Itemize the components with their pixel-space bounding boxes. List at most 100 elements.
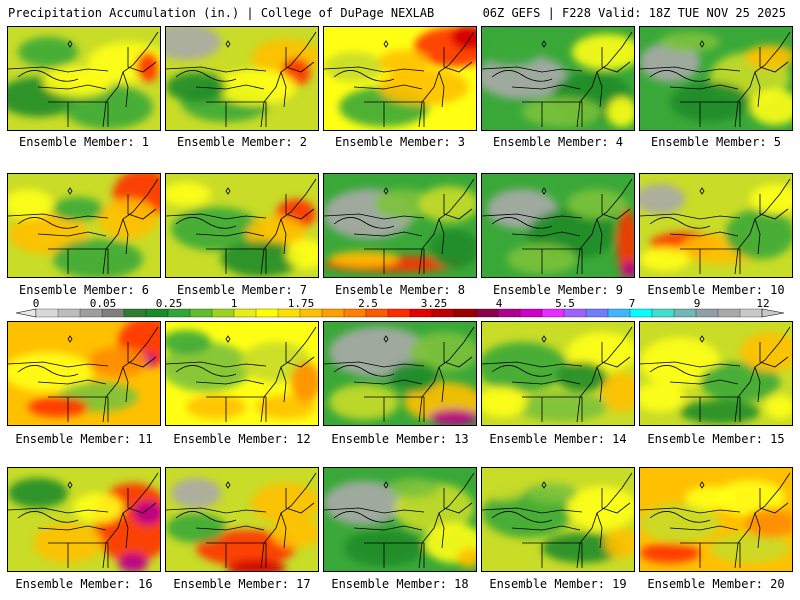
colorbar-tick-label: 1.75 <box>287 297 315 310</box>
colorbar-swatch <box>277 308 301 318</box>
colorbar-tick-label: 9 <box>693 297 701 310</box>
ensemble-map-2 <box>165 26 319 131</box>
precip-map-icon <box>482 174 634 277</box>
ensemble-member-label: Ensemble Member: 12 <box>173 432 311 446</box>
colorbar <box>15 308 785 318</box>
ensemble-member-label: Ensemble Member: 5 <box>650 135 782 149</box>
colorbar-swatch <box>211 308 235 318</box>
ensemble-member-label: Ensemble Member: 14 <box>489 432 627 446</box>
precip-map-icon <box>166 468 318 571</box>
ensemble-map-19 <box>481 467 635 572</box>
precip-map-icon <box>166 322 318 425</box>
ensemble-member-label: Ensemble Member: 3 <box>334 135 466 149</box>
colorbar-swatch <box>365 308 389 318</box>
ensemble-member-label: Ensemble Member: 17 <box>173 577 311 591</box>
colorbar-swatch <box>497 308 521 318</box>
colorbar-swatch <box>739 308 763 318</box>
colorbar-swatch <box>563 308 587 318</box>
ensemble-map-8 <box>323 173 477 278</box>
ensemble-member-label: Ensemble Member: 16 <box>15 577 153 591</box>
ensemble-map-10 <box>639 173 793 278</box>
ensemble-map-13 <box>323 321 477 426</box>
precip-map-icon <box>166 27 318 130</box>
ensemble-member-label: Ensemble Member: 8 <box>334 283 466 297</box>
ensemble-map-15 <box>639 321 793 426</box>
precip-map-icon <box>8 174 160 277</box>
colorbar-tick-label: 12 <box>756 297 770 310</box>
precip-map-icon <box>640 468 792 571</box>
precip-map-icon <box>324 174 476 277</box>
precip-map-icon <box>482 468 634 571</box>
colorbar-swatch <box>35 308 59 318</box>
ensemble-member-label: Ensemble Member: 7 <box>176 283 308 297</box>
precip-map-icon <box>324 27 476 130</box>
ensemble-map-12 <box>165 321 319 426</box>
colorbar-swatch <box>57 308 81 318</box>
ensemble-member-label: Ensemble Member: 15 <box>647 432 785 446</box>
ensemble-member-label: Ensemble Member: 10 <box>647 283 785 297</box>
colorbar-swatch <box>343 308 367 318</box>
ensemble-map-18 <box>323 467 477 572</box>
ensemble-member-label: Ensemble Member: 13 <box>331 432 469 446</box>
colorbar-swatch <box>101 308 125 318</box>
colorbar-swatch <box>673 308 697 318</box>
ensemble-map-14 <box>481 321 635 426</box>
precip-map-icon <box>324 468 476 571</box>
ensemble-member-label: Ensemble Member: 20 <box>647 577 785 591</box>
colorbar-swatch <box>475 308 499 318</box>
ensemble-map-3 <box>323 26 477 131</box>
precip-map-icon <box>8 27 160 130</box>
precip-map-icon <box>640 322 792 425</box>
colorbar-swatch <box>167 308 191 318</box>
ensemble-map-17 <box>165 467 319 572</box>
colorbar-swatch <box>123 308 147 318</box>
ensemble-member-label: Ensemble Member: 1 <box>18 135 150 149</box>
colorbar-tick-label: 7 <box>628 297 636 310</box>
colorbar-swatch <box>541 308 565 318</box>
colorbar-tick-label: 4 <box>495 297 503 310</box>
colorbar-swatch <box>431 308 455 318</box>
colorbar-swatch <box>321 308 345 318</box>
ensemble-map-11 <box>7 321 161 426</box>
colorbar-tick-label: 2.5 <box>358 297 378 310</box>
precip-map-icon <box>166 174 318 277</box>
precip-map-icon <box>8 322 160 425</box>
colorbar-swatch <box>717 308 741 318</box>
colorbar-swatch <box>79 308 103 318</box>
colorbar-swatch <box>299 308 323 318</box>
ensemble-member-label: Ensemble Member: 18 <box>331 577 469 591</box>
ensemble-member-label: Ensemble Member: 2 <box>176 135 308 149</box>
precip-map-icon <box>8 468 160 571</box>
colorbar-swatch <box>695 308 719 318</box>
colorbar-swatch <box>387 308 411 318</box>
precip-map-icon <box>482 322 634 425</box>
ensemble-map-16 <box>7 467 161 572</box>
colorbar-swatch <box>255 308 279 318</box>
ensemble-member-label: Ensemble Member: 19 <box>489 577 627 591</box>
colorbar-swatch <box>651 308 675 318</box>
ensemble-map-9 <box>481 173 635 278</box>
ensemble-map-4 <box>481 26 635 131</box>
colorbar-swatch <box>607 308 631 318</box>
colorbar-swatch <box>629 308 653 318</box>
ensemble-member-label: Ensemble Member: 9 <box>492 283 624 297</box>
colorbar-swatch <box>453 308 477 318</box>
precip-map-icon <box>640 27 792 130</box>
ensemble-member-label: Ensemble Member: 11 <box>15 432 153 446</box>
colorbar-tick-label: 0.25 <box>155 297 183 310</box>
colorbar-swatch <box>585 308 609 318</box>
ensemble-map-5 <box>639 26 793 131</box>
colorbar-swatch <box>145 308 169 318</box>
ensemble-member-label: Ensemble Member: 6 <box>18 283 150 297</box>
colorbar-tick-label: 5.5 <box>555 297 575 310</box>
precip-map-icon <box>324 322 476 425</box>
colorbar-tick-label: 1 <box>230 297 238 310</box>
ensemble-map-1 <box>7 26 161 131</box>
run-valid-time: 06Z GEFS | F228 Valid: 18Z TUE NOV 25 20… <box>482 6 786 20</box>
colorbar-tick-label: 0.05 <box>89 297 117 310</box>
ensemble-member-label: Ensemble Member: 4 <box>492 135 624 149</box>
colorbar-swatch <box>409 308 433 318</box>
colorbar-tick-label: 3.25 <box>420 297 448 310</box>
colorbar-swatch <box>519 308 543 318</box>
colorbar-swatch <box>189 308 213 318</box>
